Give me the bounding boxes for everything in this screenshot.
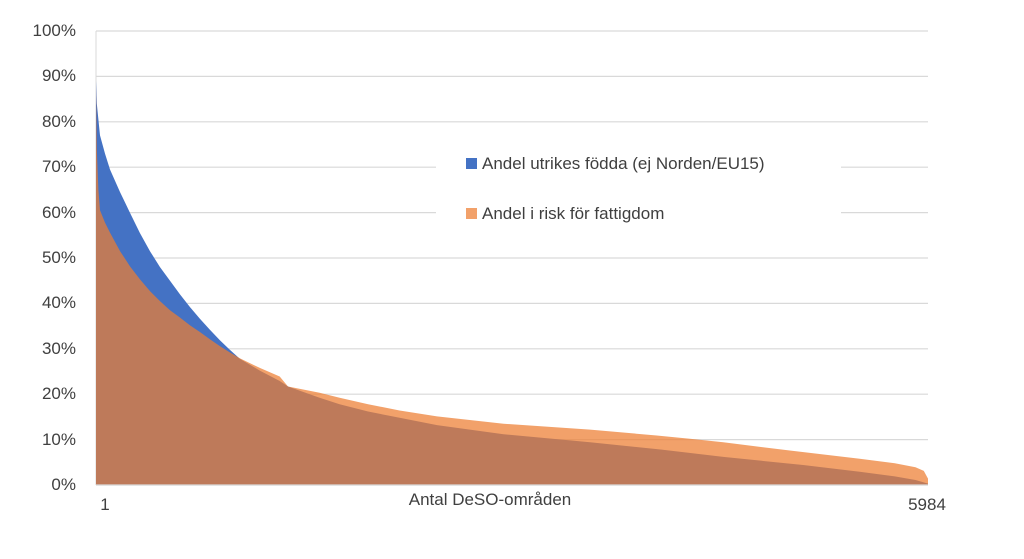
x-tick-first: 1 bbox=[100, 495, 110, 514]
legend-item-risk-fattigdom: Andel i risk för fattigdom bbox=[466, 203, 664, 224]
x-axis-title: Antal DeSO-områden bbox=[408, 490, 572, 509]
legend-item-utrikes-fodda: Andel utrikes födda (ej Norden/EU15) bbox=[466, 153, 765, 174]
y-tick-label: 50% bbox=[41, 248, 76, 267]
legend-swatch-orange bbox=[466, 208, 477, 219]
y-tick-label: 40% bbox=[41, 293, 76, 313]
y-tick-label: 10% bbox=[41, 429, 76, 449]
legend-label: Andel utrikes födda (ej Norden/EU15) bbox=[482, 153, 765, 173]
legend-swatch-blue bbox=[466, 158, 477, 169]
legend-label: Andel i risk för fattigdom bbox=[482, 203, 665, 223]
y-tick-label: 60% bbox=[41, 202, 76, 222]
y-tick-label: 90% bbox=[41, 66, 76, 86]
y-tick-label: 30% bbox=[41, 338, 76, 358]
y-tick-label: 70% bbox=[41, 157, 76, 177]
y-tick-label: 20% bbox=[41, 384, 76, 404]
y-tick-label: 0% bbox=[51, 475, 76, 494]
legend: Andel utrikes födda (ej Norden/EU15) And… bbox=[436, 146, 841, 232]
x-tick-last: 5984 bbox=[908, 495, 946, 514]
y-tick-label: 100% bbox=[32, 21, 76, 40]
y-tick-label: 80% bbox=[41, 111, 76, 131]
